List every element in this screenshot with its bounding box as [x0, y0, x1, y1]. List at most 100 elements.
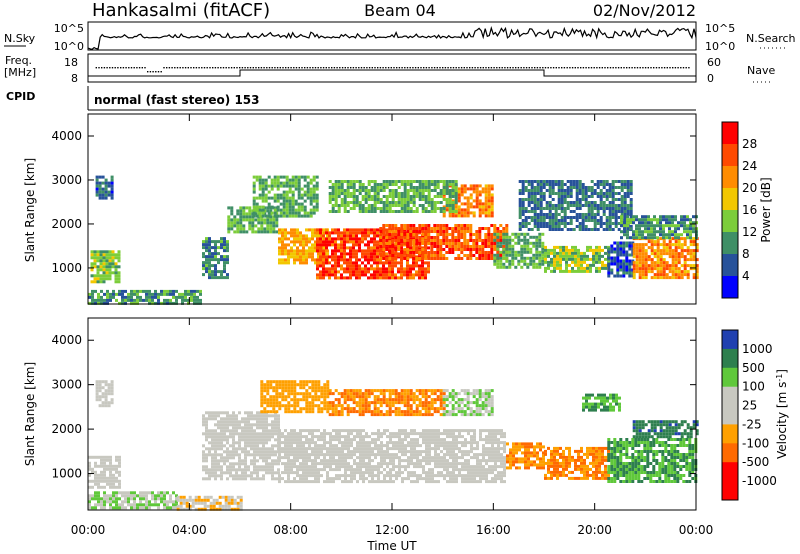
power-cell — [406, 261, 409, 265]
velocity-cell — [106, 479, 109, 483]
power-cell — [692, 264, 696, 268]
freq-dot — [141, 67, 143, 69]
power-cell — [370, 180, 374, 183]
power-cell — [427, 246, 430, 250]
power-cell — [136, 292, 139, 296]
velocity-cell — [112, 473, 115, 477]
power-cell — [400, 204, 404, 207]
velocity-cell — [262, 477, 265, 481]
freq-dot — [271, 67, 273, 69]
power-cell — [98, 196, 102, 200]
power-cell — [331, 210, 335, 213]
power-cell — [136, 289, 139, 293]
power-cell — [406, 198, 410, 201]
power-cell — [388, 245, 392, 248]
velocity-cell — [220, 459, 223, 463]
power-cell — [593, 228, 597, 231]
velocity-cell — [106, 500, 109, 504]
velocity-cell — [226, 435, 229, 439]
power-cell — [439, 180, 443, 183]
velocity-cell — [103, 485, 106, 489]
power-cell — [596, 219, 600, 222]
power-cell — [108, 268, 112, 272]
power-cell — [616, 256, 620, 260]
power-cell — [542, 180, 546, 183]
power-cell — [602, 207, 606, 210]
power-cell — [397, 261, 400, 265]
velocity-cell — [163, 506, 166, 510]
velocity-cell — [265, 465, 268, 469]
power-cell — [385, 246, 388, 250]
power-cell — [409, 273, 412, 277]
velocity-cell — [226, 420, 229, 424]
power-cell — [276, 205, 280, 209]
power-cell — [403, 198, 407, 201]
power-cell — [385, 248, 389, 251]
velocity-cell — [220, 453, 223, 457]
freq-dot — [577, 67, 579, 69]
power-cell — [539, 207, 543, 210]
freq-dot — [179, 67, 181, 69]
power-cell — [686, 252, 690, 256]
power-cell — [548, 189, 552, 192]
freq-dot — [274, 67, 276, 69]
power-cell — [430, 183, 434, 186]
freq-dot — [358, 67, 360, 69]
power-cell — [102, 259, 106, 263]
velocity-cell — [236, 504, 240, 508]
velocity-cell — [262, 441, 265, 445]
power-ytick-label: 2000 — [51, 217, 82, 231]
power-cell — [628, 262, 632, 266]
velocity-cell — [226, 414, 229, 418]
power-cell — [352, 189, 356, 192]
power-cell — [343, 204, 347, 207]
power-cell — [632, 264, 636, 268]
power-cell — [559, 245, 562, 249]
velocity-cell — [103, 491, 106, 495]
power-cell — [323, 228, 326, 232]
freq-dot — [236, 67, 238, 69]
freq-dot — [636, 67, 639, 69]
velocity-cell — [296, 438, 299, 442]
power-cell — [604, 257, 607, 261]
velocity-cell — [208, 450, 211, 454]
velocity-cell — [106, 494, 109, 498]
power-cell — [323, 246, 326, 250]
power-cell — [110, 181, 114, 185]
power-cell — [695, 249, 699, 253]
power-cell — [117, 259, 121, 263]
velocity-cell — [218, 495, 222, 499]
velocity-cell — [335, 429, 338, 433]
freq-dot — [647, 67, 649, 69]
power-cell — [641, 258, 645, 262]
power-cell — [427, 236, 431, 239]
velocity-cell — [287, 471, 290, 475]
velocity-cell — [299, 480, 302, 484]
power-cell — [385, 224, 389, 227]
power-cell — [430, 180, 434, 183]
power-cell — [583, 266, 586, 270]
power-cell — [391, 183, 395, 186]
power-cell — [619, 241, 623, 245]
power-cell — [614, 213, 618, 216]
power-cell — [517, 253, 521, 257]
power-cell — [105, 271, 109, 275]
power-cell — [340, 267, 343, 271]
velocity-cell — [253, 462, 256, 466]
velocity-cell — [241, 420, 244, 424]
power-cell — [263, 221, 267, 225]
power-cell — [671, 221, 674, 225]
velocity-cell — [235, 450, 238, 454]
power-cell — [236, 221, 240, 225]
power-cell — [689, 267, 693, 271]
power-cell — [496, 244, 500, 248]
power-cell — [638, 249, 642, 253]
velocity-cell — [250, 474, 253, 478]
power-cell — [451, 214, 455, 218]
power-cell — [412, 210, 416, 213]
power-cell — [581, 216, 585, 219]
power-cell — [403, 239, 407, 242]
power-cell — [427, 227, 431, 230]
power-cell — [457, 205, 461, 209]
power-cell — [248, 212, 252, 216]
